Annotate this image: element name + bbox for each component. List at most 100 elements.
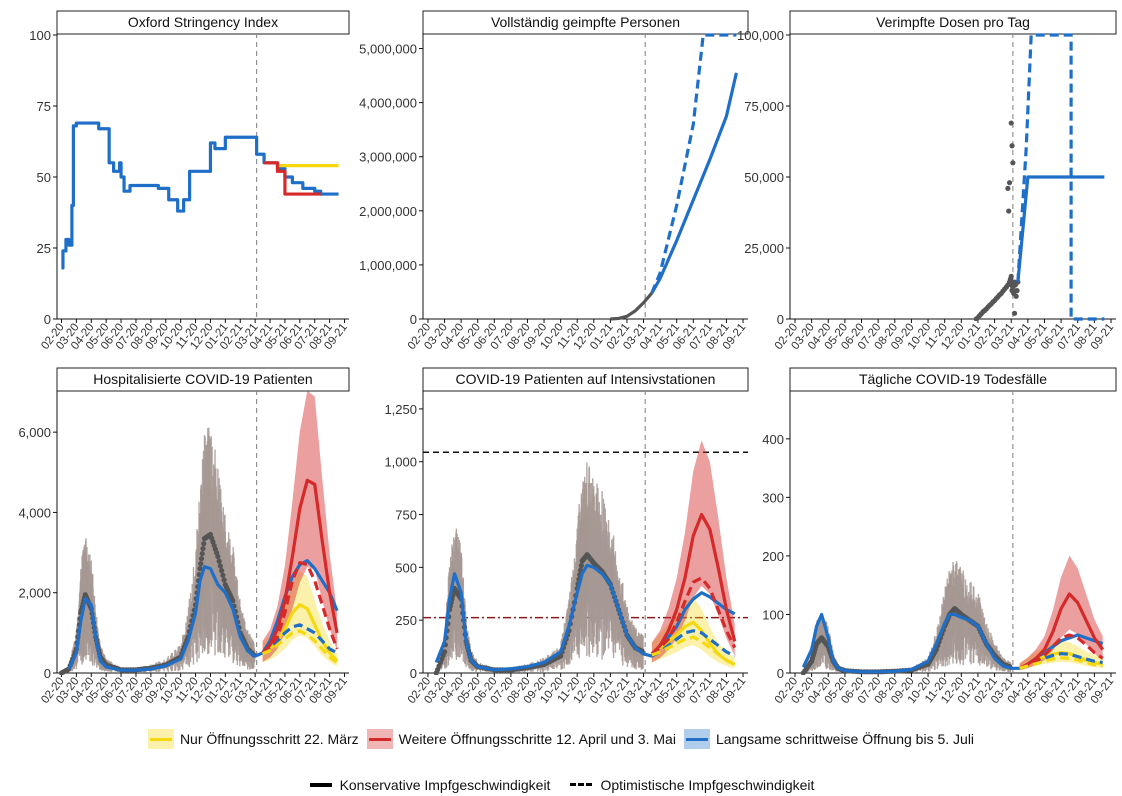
plot-area: [610, 33, 738, 321]
y-tick-label: 6,000: [18, 425, 51, 440]
series-line-red-solid: [264, 161, 321, 196]
y-tick-label: 1,000: [384, 455, 417, 470]
panel-title: Tägliche COVID-19 Todesfälle: [859, 371, 1047, 387]
legend-linetypes: Konservative Impfgeschwindigkeit Optimis…: [0, 775, 1122, 795]
legend-item-yellow: Nur Öffnungsschritt 22. März: [147, 729, 359, 749]
panel-title: Hospitalisierte COVID-19 Patienten: [93, 371, 312, 387]
panel-strip: [789, 367, 1117, 392]
scenario-ribbon-red: [651, 440, 735, 663]
y-tick-label: 3,000,000: [359, 150, 417, 165]
legend-label-yellow: Nur Öffnungsschritt 22. März: [179, 731, 359, 747]
dose-point: [1010, 160, 1016, 166]
panel-strip: [56, 367, 350, 392]
panel-title: Oxford Stringency Index: [128, 14, 278, 30]
y-tick-label: 100,000: [737, 28, 784, 43]
panel-strip: [789, 10, 1117, 35]
y-tick-label: 4,000,000: [359, 96, 417, 111]
plot-area: [423, 390, 748, 675]
observed-point: [230, 598, 236, 604]
panel-2: Vollständig geimpfte Personen 0 1,000,000 2…: [359, 10, 749, 352]
observed-point: [198, 561, 204, 567]
legend-key-blue: [683, 729, 710, 749]
scenario-ribbon-red: [262, 390, 338, 662]
series-line-blue-solid: [650, 72, 738, 294]
observed-point: [220, 572, 226, 578]
y-tick-label: 75: [37, 99, 51, 114]
legend-item-dashed: Optimistische Impfgeschwindigkeit: [568, 775, 814, 795]
observed-point: [198, 555, 205, 562]
y-tick-label: 25,000: [744, 241, 784, 256]
y-tick-label: 2,000: [18, 586, 51, 601]
legend-label-red: Weitere Öffnungsschritte 12. April und 3…: [398, 731, 676, 747]
panel-strip: [422, 367, 749, 392]
observed-point: [441, 649, 448, 655]
panel-title: Vollständig geimpfte Personen: [491, 14, 680, 30]
series-line-yellow-dashed: [261, 629, 339, 665]
observed-point: [201, 540, 207, 547]
panel-title: COVID-19 Patienten auf Intensivstationen: [456, 371, 716, 387]
y-tick-label: 300: [762, 490, 784, 505]
series-line-red-solid: [650, 512, 737, 656]
y-tick-label: 25: [37, 241, 51, 256]
legend-key-red: [366, 729, 393, 749]
observed-point: [216, 558, 222, 564]
observed-point: [578, 563, 584, 569]
plot-area: [61, 33, 339, 319]
observed-point: [217, 563, 223, 569]
y-tick-label: 0: [777, 666, 784, 681]
y-tick-label: 500: [395, 560, 417, 575]
y-tick-label: 200: [762, 549, 784, 564]
y-tick-label: 250: [395, 613, 417, 628]
legend-key-yellow: [147, 729, 174, 749]
series-line-blue-solid: [1016, 175, 1105, 283]
legend-label-dashed: Optimistische Impfgeschwindigkeit: [600, 777, 815, 793]
dose-point: [1013, 293, 1019, 299]
series-line-red-dashed: [650, 576, 737, 656]
observed-point: [219, 568, 225, 574]
observed-point: [558, 653, 564, 659]
panel-4: Hospitalisierte COVID-19 Patienten 0 2,000…: [18, 367, 350, 706]
legend-label-solid: Konservative Impfgeschwindigkeit: [339, 777, 551, 793]
y-tick-label: 1,000,000: [359, 258, 417, 273]
y-tick-label: 100: [29, 28, 51, 43]
observed-point: [200, 545, 206, 552]
y-tick-label: 400: [762, 432, 784, 447]
observed-point: [221, 577, 227, 583]
y-tick-label: 1,250: [384, 402, 417, 417]
series-line-red-solid: [261, 478, 339, 655]
y-tick-label: 0: [44, 312, 51, 327]
observed-point: [197, 566, 203, 572]
dose-point: [1005, 185, 1011, 191]
plot-area: [973, 33, 1105, 321]
y-tick-label: 2,000,000: [359, 204, 417, 219]
legend-key-dashed: [568, 775, 594, 795]
dose-point: [1011, 310, 1018, 316]
series-line-yellow-dashed: [651, 635, 736, 666]
dose-point: [1009, 143, 1015, 149]
dose-point: [1008, 120, 1014, 126]
legend-label-blue: Langsame schrittweise Öffnung bis 5. Jul…: [715, 731, 975, 747]
observed-point: [199, 550, 205, 557]
series-line-red-solid: [1018, 592, 1104, 670]
panel-6: Tägliche COVID-19 Todesfälle 0 100 200 300 40…: [762, 367, 1117, 706]
series-line-red-dashed: [261, 561, 339, 655]
panel-strip: [422, 10, 749, 35]
y-tick-label: 50,000: [744, 170, 784, 185]
dose-point: [1014, 288, 1020, 294]
legend-scenarios: Nur Öffnungsschritt 22. März Weitere Öff…: [0, 729, 1122, 749]
series-line-gray-solid: [610, 291, 654, 321]
panel-3: Verimpfte Dosen pro Tag 0 25,000 50,000 75,0…: [737, 10, 1117, 352]
series-line-blue-dashed: [261, 623, 338, 656]
series-line-red-dashed: [1018, 633, 1104, 670]
series-line-blue-dashed: [1016, 33, 1105, 321]
legend-item-solid: Konservative Impfgeschwindigkeit: [308, 775, 551, 795]
observed-point: [215, 553, 221, 560]
y-tick-label: 100: [762, 607, 784, 622]
plot-area: [58, 390, 339, 675]
y-tick-label: 0: [410, 666, 417, 681]
dose-point: [1008, 273, 1014, 279]
y-tick-label: 75,000: [744, 99, 784, 114]
dose-point: [1006, 180, 1013, 186]
panel-strip: [56, 10, 350, 35]
plot-area: [800, 390, 1104, 675]
